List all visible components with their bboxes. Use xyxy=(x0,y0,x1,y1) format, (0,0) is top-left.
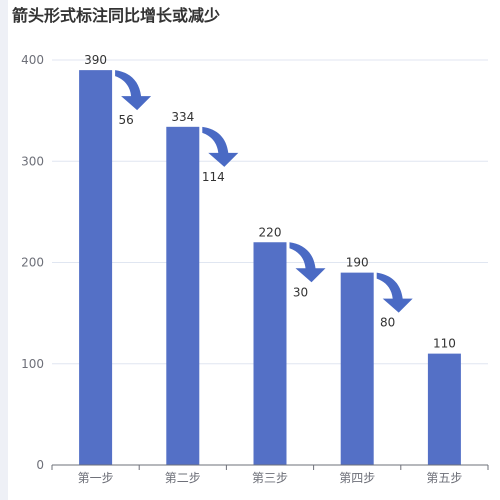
x-tick-label: 第一步 xyxy=(78,471,114,485)
bar xyxy=(340,272,374,465)
data-labels: 390 334 220 190 110 56 114 30 80 xyxy=(84,53,456,351)
x-axis: 第一步 第二步 第三步 第四步 第五步 xyxy=(51,464,489,485)
bar xyxy=(79,70,113,465)
y-axis-ticks: 0 100 200 300 400 xyxy=(21,53,44,472)
decrease-label: 80 xyxy=(380,316,395,330)
decrease-arrows xyxy=(115,70,413,313)
bar-value-label: 110 xyxy=(433,337,456,351)
x-tick-label: 第二步 xyxy=(165,471,201,485)
y-tick-label: 0 xyxy=(36,458,44,472)
decrease-label: 30 xyxy=(293,285,308,299)
bar xyxy=(427,353,461,465)
decrease-arrow xyxy=(115,70,152,111)
x-tick-label: 第四步 xyxy=(339,471,375,485)
bar-value-label: 390 xyxy=(84,53,107,67)
bars xyxy=(79,70,461,465)
bar-value-label: 190 xyxy=(346,256,369,270)
chart-title: 箭头形式标注同比增长或减少 xyxy=(12,6,221,25)
x-tick-label: 第三步 xyxy=(252,471,288,485)
bar-value-label: 334 xyxy=(171,110,194,124)
y-tick-label: 100 xyxy=(21,357,44,371)
bar xyxy=(253,242,287,465)
decrease-label: 114 xyxy=(202,170,225,184)
decrease-arrow xyxy=(202,126,239,167)
decrease-arrow xyxy=(376,272,413,313)
y-tick-label: 400 xyxy=(21,53,44,67)
left-edge-strip xyxy=(0,0,8,500)
bar-value-label: 220 xyxy=(259,225,282,239)
x-tick-label: 第五步 xyxy=(426,471,462,485)
y-tick-label: 300 xyxy=(21,154,44,168)
decrease-arrow xyxy=(289,242,326,283)
decrease-label: 56 xyxy=(118,113,133,127)
bar xyxy=(166,126,200,465)
y-tick-label: 200 xyxy=(21,256,44,270)
